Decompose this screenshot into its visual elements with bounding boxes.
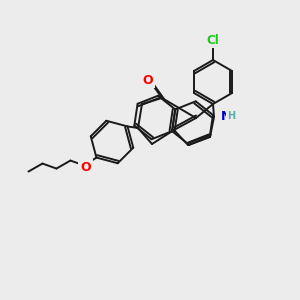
- Text: Cl: Cl: [207, 34, 219, 46]
- Text: O: O: [80, 161, 91, 174]
- Text: H: H: [227, 111, 235, 121]
- Text: O: O: [143, 74, 153, 86]
- Text: N: N: [221, 110, 231, 122]
